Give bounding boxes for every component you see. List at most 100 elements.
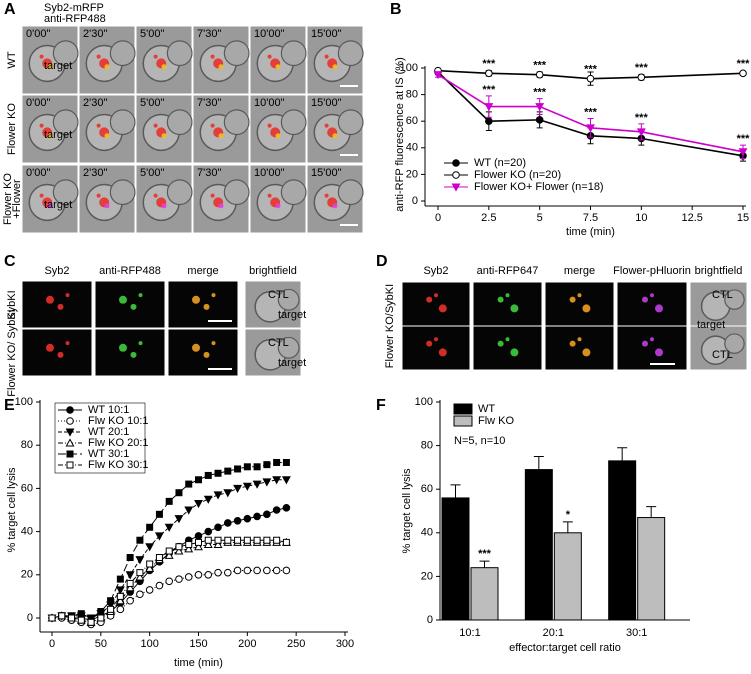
signal — [275, 64, 281, 70]
image-tile — [472, 281, 543, 327]
marker — [223, 489, 233, 498]
legend-label: Flw KO 20:1 — [88, 437, 149, 449]
marker — [146, 523, 154, 531]
signal — [192, 295, 200, 304]
significance-label: *** — [737, 58, 751, 70]
marker — [165, 547, 173, 555]
y-axis-label: % target cell lysis — [6, 467, 18, 552]
error-bar — [533, 456, 544, 470]
column-label: anti-RFP488 — [99, 265, 161, 277]
marker — [282, 458, 290, 466]
column-label: Syb2 — [423, 265, 448, 277]
signal — [104, 64, 110, 70]
time-label: 0'00" — [26, 97, 50, 109]
marker — [145, 563, 155, 572]
image-tile — [544, 325, 615, 371]
marker — [485, 117, 493, 125]
x-tick-label: 15 — [737, 212, 749, 224]
x-tick-label: 200 — [238, 638, 256, 650]
cell — [277, 288, 300, 311]
x-tick-label: 30:1 — [626, 627, 647, 639]
marker — [195, 538, 202, 546]
image-tile — [94, 280, 166, 329]
column-label: Syb2 — [44, 265, 69, 277]
time-label: 5'00" — [140, 28, 164, 40]
marker — [184, 544, 194, 553]
cell — [109, 40, 136, 67]
signal — [130, 351, 137, 358]
significance-label: *** — [584, 106, 598, 118]
marker — [135, 572, 145, 581]
image-tile — [167, 280, 239, 329]
marker — [586, 74, 595, 83]
marker — [262, 478, 272, 487]
signal — [497, 340, 504, 347]
cell — [277, 336, 300, 359]
marker — [66, 417, 74, 425]
error-bar — [646, 506, 657, 518]
legend-label: Flower KO+ Flower (n=18) — [474, 181, 604, 193]
marker — [65, 428, 75, 437]
marker — [126, 579, 134, 587]
x-tick-label: 10 — [635, 212, 647, 224]
y-tick-label: 40 — [421, 527, 433, 539]
marker — [116, 575, 124, 583]
marker — [243, 463, 251, 471]
marker — [68, 614, 76, 622]
signal — [434, 293, 438, 298]
significance-label: *** — [482, 84, 496, 96]
y-tick-label: 0 — [412, 195, 418, 207]
marker — [224, 568, 232, 577]
significance-label: *** — [533, 86, 547, 98]
marker — [234, 536, 242, 544]
x-tick-label: 2.5 — [481, 212, 496, 224]
signal — [138, 293, 143, 298]
legend-label: Syb2-mRFP — [44, 2, 104, 14]
marker — [535, 103, 545, 112]
marker — [451, 183, 461, 192]
column-label: Flower-pHluorin — [613, 265, 691, 277]
marker — [184, 506, 194, 515]
x-tick-label: 0 — [49, 638, 55, 650]
cell-label: CTL — [712, 349, 733, 361]
significance-label: *** — [635, 112, 649, 124]
marker — [485, 69, 493, 78]
marker — [739, 69, 747, 78]
marker — [116, 605, 125, 614]
y-tick-label: 100 — [400, 62, 418, 74]
marker — [164, 523, 174, 532]
cell — [337, 109, 364, 136]
note: N=5, n=10 — [454, 435, 505, 447]
bar — [608, 460, 637, 621]
row-label: SybKI — [6, 290, 18, 319]
significance-label: * — [566, 509, 571, 521]
time-label: 5'00" — [140, 97, 164, 109]
marker — [165, 497, 173, 505]
marker — [165, 577, 173, 586]
marker — [135, 556, 145, 565]
image-tile — [21, 328, 93, 377]
x-axis-label: time (min) — [566, 226, 615, 238]
bar — [441, 497, 470, 621]
marker — [77, 616, 85, 624]
marker — [214, 536, 222, 544]
x-tick-label: 7.5 — [583, 212, 598, 224]
marker — [452, 171, 460, 179]
marker — [174, 515, 184, 524]
x-tick-label: 5 — [537, 212, 543, 224]
column-label: brightfield — [695, 265, 743, 277]
error-bar — [479, 560, 490, 568]
signal — [96, 123, 101, 128]
signal — [510, 348, 519, 357]
signal — [582, 348, 591, 357]
y-axis-label: anti-RFP fluorescence at IS (%) — [394, 57, 406, 211]
marker — [194, 542, 203, 551]
x-tick-label: 300 — [336, 638, 354, 650]
y-tick-label: 0 — [27, 612, 33, 624]
x-tick-label: 50 — [95, 638, 107, 650]
marker — [115, 586, 125, 595]
bar — [553, 532, 582, 621]
marker — [214, 469, 222, 477]
signal — [642, 296, 648, 303]
